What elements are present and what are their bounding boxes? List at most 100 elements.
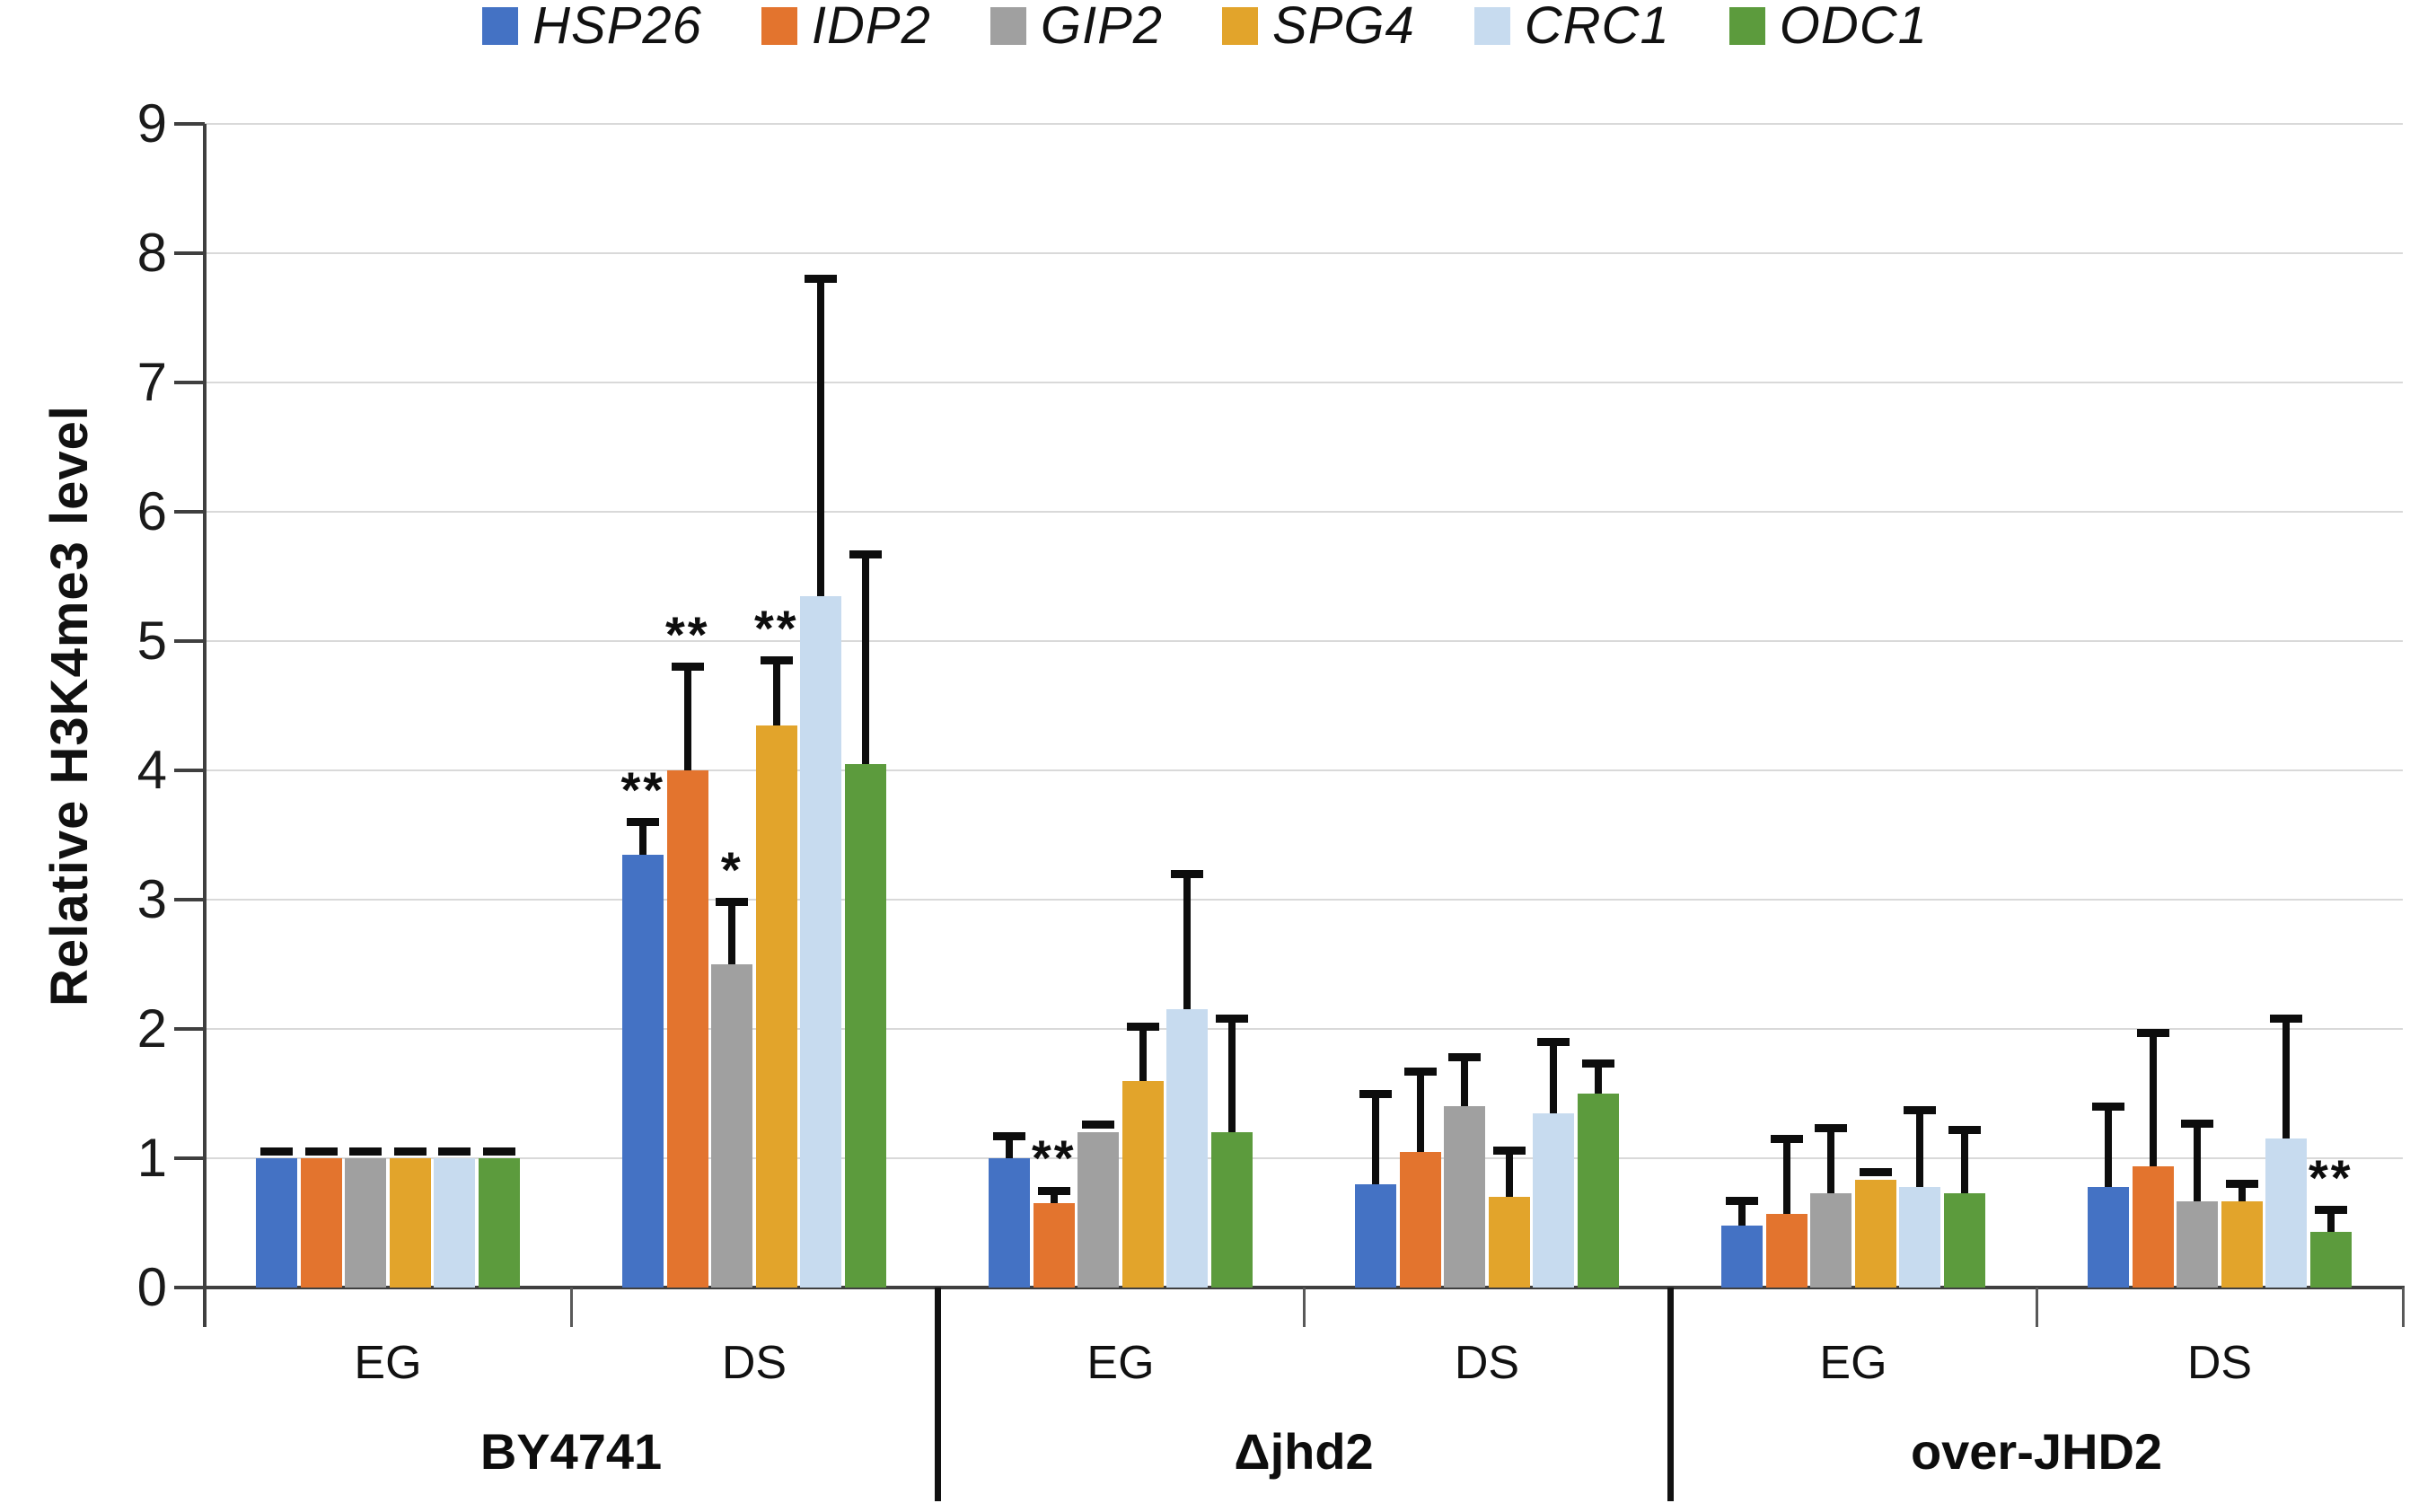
y-tick-mark (174, 251, 205, 255)
y-tick-label: 2 (136, 998, 167, 1059)
bar (2132, 1165, 2174, 1288)
legend-item: SPG4 (1222, 0, 1415, 52)
legend-label: GIP2 (1040, 0, 1164, 55)
strain-label: over-JHD2 (1910, 1423, 2163, 1480)
legend-item: ODC1 (1728, 0, 1928, 55)
error-bar-cap (1904, 1106, 1937, 1115)
bar (478, 1158, 520, 1288)
error-bar-line (2105, 1106, 2113, 1187)
error-bar-cap (438, 1147, 471, 1156)
bar (1943, 1192, 1985, 1288)
bar (666, 770, 708, 1288)
legend-label: IDP2 (811, 0, 931, 55)
bar (2088, 1186, 2130, 1288)
error-bar-cap (304, 1147, 338, 1156)
error-bar-line (1738, 1200, 1746, 1226)
error-bar-cap (1815, 1124, 1848, 1133)
y-tick-mark (174, 1286, 205, 1289)
y-axis-line (203, 124, 207, 1327)
y-tick-label: 6 (136, 481, 167, 541)
significance-marker: ** (753, 599, 799, 656)
bar (755, 725, 797, 1288)
error-bar-line (1916, 1110, 1924, 1187)
y-axis-label: Relative H3K4me3 level (40, 404, 99, 1007)
y-tick-mark (174, 1156, 205, 1160)
bar (1444, 1106, 1486, 1288)
error-bar-cap (260, 1147, 294, 1156)
error-bar-cap (760, 656, 793, 665)
legend-swatch (1728, 7, 1765, 45)
bar (1810, 1192, 1852, 1288)
y-tick-label: 5 (136, 611, 167, 671)
strain-label: BY4741 (479, 1423, 663, 1480)
gridline (205, 252, 2403, 254)
bar (2309, 1232, 2352, 1288)
error-bar-cap (1492, 1146, 1526, 1155)
y-tick-label: 7 (136, 352, 167, 412)
legend-item: GIP2 (990, 0, 1163, 52)
strain-separator (934, 1288, 941, 1501)
legend-label: ODC1 (1779, 0, 1928, 55)
gridline (205, 511, 2403, 513)
error-bar-cap (1726, 1197, 1759, 1206)
x-tick-mark (1302, 1288, 1306, 1327)
error-bar-cap (393, 1147, 427, 1156)
error-bar-line (1550, 1042, 1558, 1113)
error-bar-line (817, 278, 825, 596)
bar (1077, 1132, 1120, 1288)
error-bar-line (1050, 1191, 1058, 1204)
error-bar-cap (1948, 1125, 1981, 1134)
error-bar-cap (1171, 869, 1204, 878)
bar (1121, 1080, 1164, 1288)
legend-label: CRC1 (1524, 0, 1670, 55)
bar (2221, 1200, 2263, 1288)
error-bar-cap (1215, 1014, 1248, 1023)
error-bar-line (1505, 1150, 1513, 1198)
legend-swatch (1473, 7, 1510, 45)
bar (1854, 1180, 1896, 1288)
condition-label: DS (721, 1337, 787, 1389)
bar (1721, 1225, 1764, 1288)
error-bar-line (1416, 1071, 1424, 1152)
bar (1577, 1094, 1619, 1288)
condition-label: EG (1086, 1337, 1155, 1389)
error-bar-cap (627, 818, 660, 827)
error-bar-line (683, 666, 691, 770)
error-bar-cap (1770, 1134, 1803, 1143)
error-bar-cap (349, 1147, 383, 1156)
y-tick-mark (174, 1027, 205, 1031)
error-bar-cap (482, 1147, 515, 1156)
error-bar-cap (1403, 1068, 1437, 1077)
y-tick-label: 9 (136, 93, 167, 154)
bar (622, 854, 664, 1288)
bar (1355, 1183, 1397, 1288)
error-bar-line (1372, 1094, 1380, 1184)
error-bar-cap (1359, 1089, 1393, 1098)
bar (300, 1158, 342, 1288)
legend-label: SPG4 (1272, 0, 1415, 55)
significance-marker: * (720, 840, 743, 898)
bar (1166, 1009, 1209, 1288)
error-bar-cap (671, 663, 704, 672)
gridline (205, 1157, 2403, 1159)
error-bar-line (2282, 1018, 2291, 1139)
gridline (205, 1028, 2403, 1030)
bar (434, 1158, 476, 1288)
y-tick-label: 8 (136, 223, 167, 283)
bar (1899, 1186, 1941, 1288)
error-bar-line (2194, 1123, 2202, 1201)
legend-item: HSP26 (482, 0, 702, 52)
bar (389, 1158, 431, 1288)
error-bar-cap (1859, 1168, 1892, 1177)
bar (800, 595, 842, 1288)
error-bar-line (1183, 874, 1192, 1010)
legend-swatch (990, 7, 1026, 45)
error-bar-line (1006, 1136, 1014, 1158)
error-bar-line (772, 660, 780, 725)
gridline (205, 123, 2403, 125)
y-tick-mark (174, 769, 205, 772)
x-tick-mark (569, 1288, 573, 1327)
bar (1765, 1213, 1808, 1288)
bar (345, 1158, 387, 1288)
